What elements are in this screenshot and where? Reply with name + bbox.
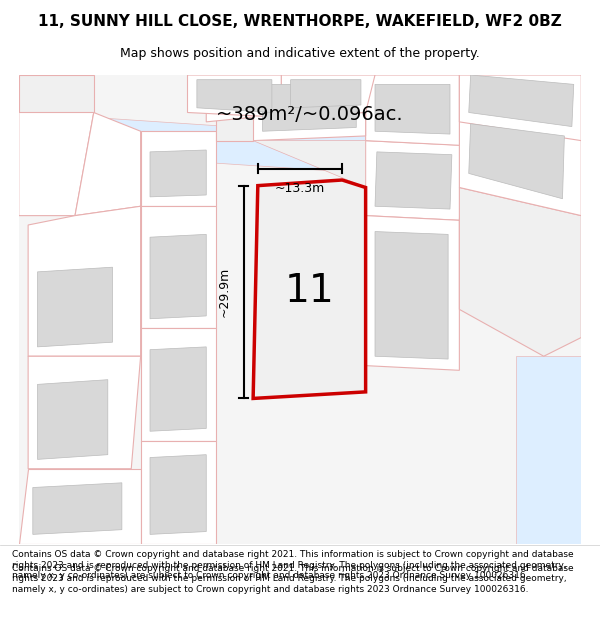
Text: ~389m²/~0.096ac.: ~389m²/~0.096ac. <box>215 105 403 124</box>
Polygon shape <box>75 112 140 216</box>
Polygon shape <box>28 206 140 356</box>
Polygon shape <box>460 112 581 216</box>
Polygon shape <box>140 131 215 206</box>
Polygon shape <box>19 469 140 544</box>
Polygon shape <box>469 75 574 126</box>
Polygon shape <box>37 379 108 459</box>
Polygon shape <box>290 79 361 107</box>
Polygon shape <box>469 124 565 199</box>
Polygon shape <box>365 75 460 145</box>
Polygon shape <box>150 347 206 431</box>
Polygon shape <box>28 356 140 469</box>
Polygon shape <box>150 455 206 534</box>
Polygon shape <box>19 75 94 112</box>
Polygon shape <box>19 112 94 216</box>
Polygon shape <box>253 180 365 399</box>
Polygon shape <box>188 75 281 118</box>
Polygon shape <box>253 75 365 141</box>
Polygon shape <box>253 141 365 188</box>
Polygon shape <box>365 141 464 220</box>
Polygon shape <box>365 216 460 370</box>
Polygon shape <box>375 231 448 359</box>
Polygon shape <box>206 75 253 122</box>
Polygon shape <box>281 75 375 118</box>
Polygon shape <box>460 188 581 356</box>
Polygon shape <box>460 75 581 141</box>
Polygon shape <box>33 482 122 534</box>
Polygon shape <box>375 152 452 209</box>
Polygon shape <box>37 268 113 347</box>
Polygon shape <box>515 356 581 544</box>
Polygon shape <box>263 84 356 131</box>
Polygon shape <box>19 112 581 188</box>
Polygon shape <box>140 441 215 544</box>
Polygon shape <box>150 150 206 197</box>
Text: 11, SUNNY HILL CLOSE, WRENTHORPE, WAKEFIELD, WF2 0BZ: 11, SUNNY HILL CLOSE, WRENTHORPE, WAKEFI… <box>38 14 562 29</box>
Text: 11: 11 <box>284 272 334 309</box>
Polygon shape <box>197 79 272 112</box>
Polygon shape <box>140 328 215 441</box>
Text: Contains OS data © Crown copyright and database right 2021. This information is : Contains OS data © Crown copyright and d… <box>12 564 574 594</box>
Text: Contains OS data © Crown copyright and database right 2021. This information is : Contains OS data © Crown copyright and d… <box>12 550 574 580</box>
Text: ~29.9m: ~29.9m <box>218 267 230 317</box>
Text: Map shows position and indicative extent of the property.: Map shows position and indicative extent… <box>120 48 480 61</box>
Polygon shape <box>375 84 450 134</box>
Polygon shape <box>150 234 206 319</box>
Polygon shape <box>215 75 253 141</box>
Text: ~13.3m: ~13.3m <box>275 182 325 195</box>
Polygon shape <box>140 206 215 328</box>
Polygon shape <box>260 211 355 386</box>
